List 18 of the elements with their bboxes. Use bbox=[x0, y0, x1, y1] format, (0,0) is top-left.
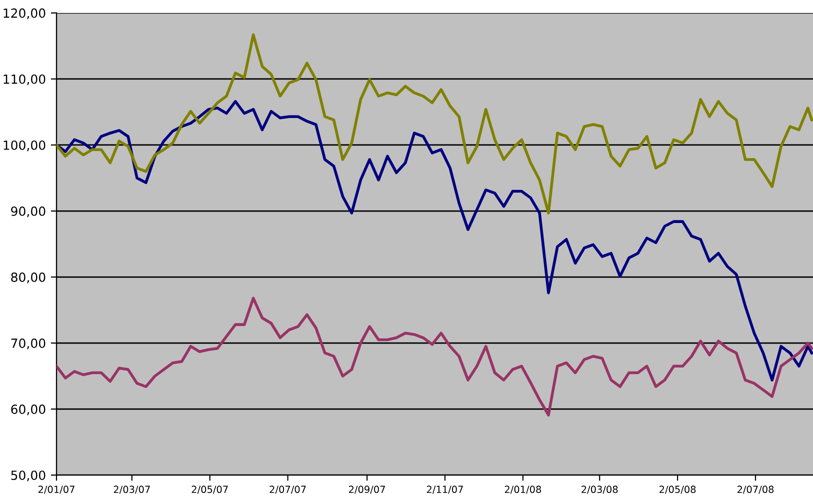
y-tick-label: 60,00 bbox=[11, 404, 46, 416]
y-tick-label: 80,00 bbox=[11, 272, 46, 284]
x-tick-label: 2/07/07 bbox=[270, 486, 306, 494]
x-tick-label: 2/03/08 bbox=[582, 486, 618, 494]
x-tick-label: 2/01/08 bbox=[504, 486, 541, 494]
y-tick-label: 90,00 bbox=[11, 206, 46, 218]
y-tick-label: 110,00 bbox=[4, 74, 46, 86]
x-tick-label: 2/07/08 bbox=[737, 486, 774, 494]
y-tick-label: 100,00 bbox=[4, 140, 46, 152]
y-tick-label: 50,00 bbox=[11, 470, 46, 482]
y-tick-label: 120,00 bbox=[4, 8, 46, 20]
x-tick-label: 2/11/07 bbox=[426, 486, 463, 494]
x-tick-label: 2/05/08 bbox=[660, 486, 696, 494]
x-tick-label: 2/03/07 bbox=[114, 486, 150, 494]
x-tick-label: 2/05/07 bbox=[192, 486, 228, 494]
x-tick-label: 2/01/07 bbox=[38, 486, 74, 494]
y-tick-label: 70,00 bbox=[11, 338, 46, 350]
x-tick-label: 2/09/07 bbox=[349, 486, 385, 494]
